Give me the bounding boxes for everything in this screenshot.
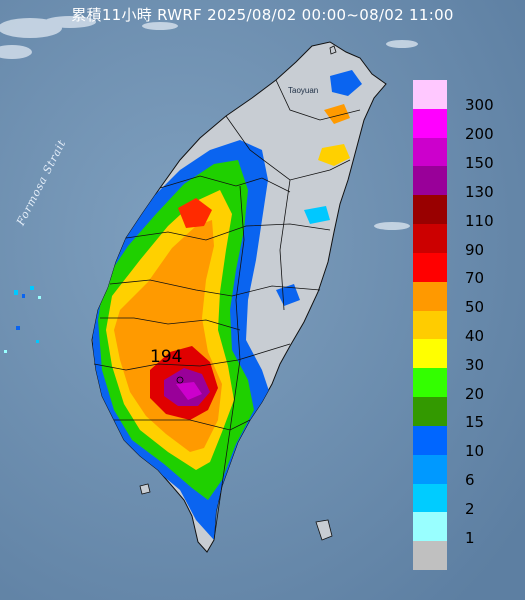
legend-label: 10 [465,442,485,461]
legend-label: 20 [465,384,485,403]
legend-swatch [413,512,447,542]
legend-label: 150 [465,154,494,173]
legend-swatch [413,166,447,196]
max-value-label: 194 [150,347,183,367]
legend-label: 70 [465,269,485,288]
rainfall-legend: 300 200 150 130 110 90 70 50 40 30 20 15 10 6 2 1 [413,80,523,571]
strait-rain-specks [4,286,41,353]
legend-swatch [413,339,447,369]
legend-label: 2 [465,499,475,518]
legend-swatch [413,252,447,282]
county-boundaries [93,79,361,541]
legend-label: 1 [465,528,475,547]
legend-swatch [413,483,447,513]
city-label: Taoyuan [288,86,319,95]
legend-swatch [413,397,447,427]
legend-label: 40 [465,327,485,345]
legend-label: 6 [465,471,475,490]
legend-swatch [413,310,447,340]
legend-swatch [413,80,447,109]
legend-swatch [413,137,447,167]
legend-label: 200 [465,125,494,144]
rainfall-field [92,70,362,540]
max-rainfall-marker [176,376,184,384]
legend-swatch [413,224,447,254]
legend-swatch [413,425,447,455]
legend-label: 15 [465,413,485,432]
legend-label: 110 [465,211,494,230]
offshore-islands [139,45,337,541]
legend-label: 130 [465,182,494,201]
legend-swatch [413,368,447,398]
map-title: 累積11小時 RWRF 2025/08/02 00:00~08/02 11:00 [71,6,454,24]
legend-swatch [413,541,447,571]
legend-label: 50 [465,298,485,317]
legend-swatch [413,281,447,311]
legend-label: 90 [465,240,485,259]
legend-label: 300 [465,96,494,115]
legend-swatch [413,195,447,225]
legend-label: 30 [465,355,485,374]
cloud-texture [0,16,418,230]
legend-swatch [413,108,447,138]
legend-swatch [413,454,447,484]
